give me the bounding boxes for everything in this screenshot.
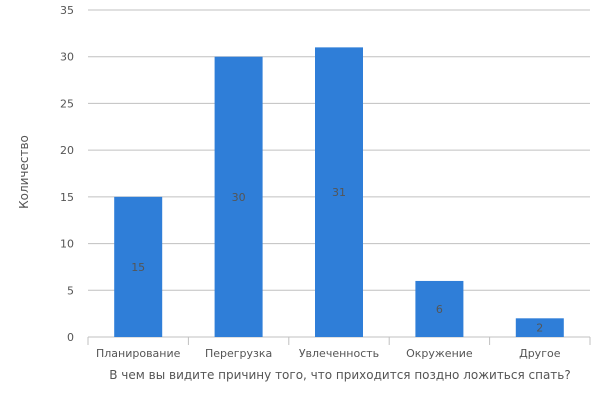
bar (315, 47, 363, 337)
bar-value-label: 30 (232, 191, 246, 204)
y-tick-label: 5 (67, 284, 74, 297)
y-tick-label: 15 (60, 191, 74, 204)
x-axis-title: В чем вы видите причину того, что приход… (109, 368, 571, 382)
y-axis-title: Количество (17, 135, 31, 209)
bar (214, 56, 263, 337)
y-tick-label: 0 (67, 331, 74, 344)
bar-value-label: 6 (436, 303, 443, 316)
bar (114, 196, 163, 337)
x-tick-label: Планирование (96, 347, 181, 360)
y-tick-label: 30 (60, 51, 74, 64)
x-tick-label: Окружение (406, 347, 473, 360)
y-tick-label: 10 (60, 238, 74, 251)
x-axis-ticks: Планирование Перегрузка Увлеченность Окруже… (87, 337, 591, 360)
bar-value-label: 31 (332, 186, 346, 199)
bar (515, 318, 564, 337)
bar (415, 280, 464, 337)
x-tick-label: Другое (519, 347, 561, 360)
x-tick-label: Увлеченность (299, 347, 379, 360)
bar-value-label: 15 (131, 261, 145, 274)
y-axis-ticks: 0 5 10 15 20 25 30 35 (60, 4, 74, 344)
y-tick-label: 35 (60, 4, 74, 17)
y-tick-label: 25 (60, 97, 74, 110)
y-tick-label: 20 (60, 144, 74, 157)
x-tick-label: Перегрузка (205, 347, 272, 360)
bars: 15 30 31 6 2 (114, 47, 564, 337)
bar-value-label: 2 (536, 322, 543, 335)
